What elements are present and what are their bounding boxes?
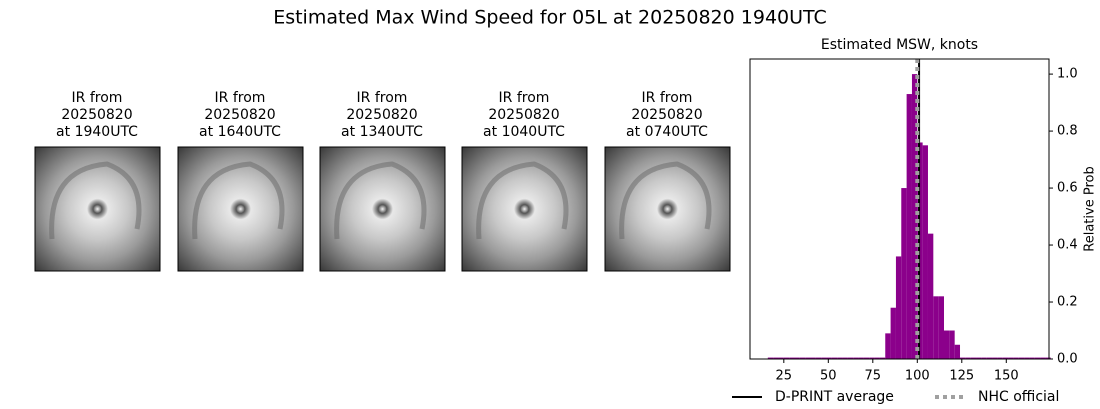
x-tick-label: 25 xyxy=(776,369,793,384)
y-tick-label: 0.4 xyxy=(1057,238,1078,253)
bar xyxy=(1034,357,1041,359)
bar xyxy=(863,357,870,359)
bar xyxy=(943,330,950,359)
bar xyxy=(853,357,859,359)
bar xyxy=(847,357,854,359)
panel-title: at 1640UTC xyxy=(199,124,281,140)
panel-title: 20250820 xyxy=(346,107,417,123)
panel-title: IR from xyxy=(642,90,693,106)
panel-title: IR from xyxy=(499,90,550,106)
panel-title: 20250820 xyxy=(61,107,132,123)
legend-label: D-PRINT average xyxy=(775,389,894,405)
bar xyxy=(895,256,902,359)
bar xyxy=(799,357,806,359)
bar xyxy=(1002,357,1009,359)
x-tick-label: 125 xyxy=(949,369,974,384)
bar xyxy=(767,357,774,359)
bar xyxy=(773,357,779,359)
bar xyxy=(821,357,827,359)
bar xyxy=(1045,357,1051,359)
bar xyxy=(879,357,886,359)
bar xyxy=(986,357,993,359)
bar xyxy=(1040,357,1046,359)
bar xyxy=(805,357,811,359)
bar xyxy=(778,357,784,359)
bar xyxy=(885,333,891,359)
panel-title: 20250820 xyxy=(204,107,275,123)
cloud-band xyxy=(619,161,712,240)
bar xyxy=(922,145,928,359)
bar xyxy=(869,357,875,359)
bar xyxy=(890,307,896,359)
bar xyxy=(960,357,966,359)
bar xyxy=(997,357,1003,359)
bar xyxy=(874,357,880,359)
bar xyxy=(842,357,848,359)
panel-title: IR from xyxy=(357,90,408,106)
bar xyxy=(1024,357,1030,359)
panel-title: 20250820 xyxy=(488,107,559,123)
figure-title: Estimated Max Wind Speed for 05L at 2025… xyxy=(273,7,827,29)
bar xyxy=(976,357,982,359)
bar xyxy=(1029,357,1035,359)
chart-title: Estimated MSW, knots xyxy=(821,37,978,53)
bar xyxy=(837,357,843,359)
bar xyxy=(949,330,955,359)
panel-title: IR from xyxy=(215,90,266,106)
x-tick-label: 100 xyxy=(905,369,930,384)
y-tick-label: 0.6 xyxy=(1057,181,1078,196)
bar xyxy=(906,94,912,360)
bar xyxy=(815,357,822,359)
bar xyxy=(981,357,987,359)
panel-title: 20250820 xyxy=(631,107,702,123)
y-axis-label: Relative Prob xyxy=(1083,166,1098,251)
bar xyxy=(965,357,971,359)
x-tick-label: 150 xyxy=(994,369,1019,384)
bar xyxy=(831,357,838,359)
x-tick-label: 75 xyxy=(865,369,882,384)
bar xyxy=(1013,357,1019,359)
bar xyxy=(1018,357,1025,359)
bar xyxy=(901,188,907,359)
bar xyxy=(826,357,832,359)
bar xyxy=(938,296,944,359)
bar xyxy=(783,357,790,359)
bar xyxy=(927,233,934,359)
y-tick-label: 0.2 xyxy=(1057,295,1078,310)
bar xyxy=(789,357,795,359)
x-tick-label: 50 xyxy=(820,369,837,384)
plot-frame xyxy=(749,58,1050,360)
panel-title: at 1940UTC xyxy=(56,124,138,140)
cloud-band xyxy=(334,161,427,240)
bar xyxy=(933,296,939,359)
cloud-band xyxy=(476,161,569,240)
panel-title: at 0740UTC xyxy=(626,124,708,140)
bar xyxy=(858,357,864,359)
bar xyxy=(810,357,816,359)
bar xyxy=(911,74,918,359)
y-tick-label: 0.0 xyxy=(1057,352,1078,367)
y-tick-label: 1.0 xyxy=(1057,67,1078,82)
cloud-band xyxy=(49,161,142,240)
panel-title: IR from xyxy=(72,90,123,106)
cloud-band xyxy=(192,161,285,240)
bar xyxy=(970,357,977,359)
bar xyxy=(794,357,800,359)
bar xyxy=(1008,357,1014,359)
legend-label: NHC official xyxy=(978,389,1059,405)
bar xyxy=(992,357,998,359)
panel-title: at 1340UTC xyxy=(341,124,423,140)
bar xyxy=(954,344,961,359)
panel-title: at 1040UTC xyxy=(483,124,565,140)
y-tick-label: 0.8 xyxy=(1057,124,1078,139)
